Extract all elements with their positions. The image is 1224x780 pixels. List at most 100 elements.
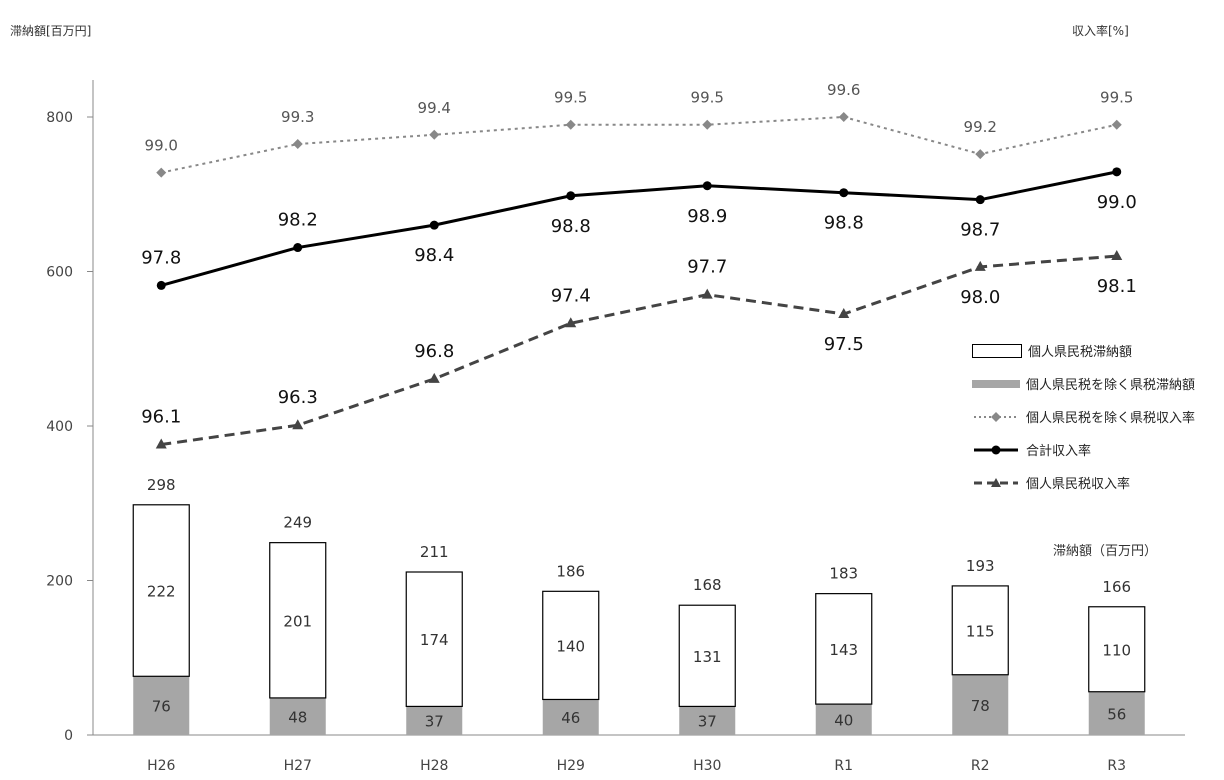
series-rate-label-2: 97.7 <box>687 257 727 278</box>
left-axis-label: 滞納額[百万円] <box>10 24 92 38</box>
bar-top-value: 174 <box>420 631 449 649</box>
bar-bottom-value: 46 <box>561 709 580 727</box>
series-rate-label-1: 98.8 <box>551 216 591 237</box>
bar-top-value: 140 <box>556 637 585 655</box>
series-rate-label-0: 99.0 <box>145 137 178 155</box>
bar-top <box>132 504 190 677</box>
legend-swatch-line-0 <box>974 411 1018 422</box>
y-tick-label: 400 <box>46 419 73 435</box>
series-rate-label-0: 99.5 <box>554 89 587 107</box>
x-tick-label: H27 <box>284 758 312 774</box>
bar-total-value: 166 <box>1102 578 1131 596</box>
series-point-2 <box>838 307 850 318</box>
bar-top-value: 143 <box>829 641 858 659</box>
legend-swatch-bottom-bar <box>972 379 1020 388</box>
y-tick-label: 600 <box>46 265 73 281</box>
bar-bottom <box>815 704 872 735</box>
series-rate-label-2: 97.4 <box>551 285 591 306</box>
bar-total-value: 298 <box>147 476 176 494</box>
series-point-2 <box>974 260 986 271</box>
series-point-1 <box>156 280 166 290</box>
bar-bottom <box>406 706 463 735</box>
bar-bottom <box>133 676 190 735</box>
series-rate-label-0: 99.6 <box>827 81 860 99</box>
legend-swatch-top-bar <box>972 343 1022 358</box>
series-point-0 <box>429 129 440 140</box>
legend-item-line-1: 合計収入率 <box>972 433 1195 466</box>
bar-top-value: 110 <box>1102 641 1131 659</box>
bar-total-value: 168 <box>693 576 722 594</box>
series-rate-label-2: 96.8 <box>414 341 454 362</box>
series-rate-label-1: 98.2 <box>278 210 318 231</box>
series-point-0 <box>292 139 303 150</box>
legend-item-line-2: 個人県民税収入率 <box>972 466 1195 499</box>
series-point-2 <box>155 438 167 449</box>
series-point-1 <box>429 220 439 230</box>
series-point-1 <box>1112 167 1122 177</box>
bar-total-value: 249 <box>283 514 312 532</box>
bar-bottom-value: 78 <box>971 697 990 715</box>
legend-swatch-line-1 <box>974 445 1018 454</box>
x-tick-label: H28 <box>420 758 448 774</box>
series-rate-label-1: 98.4 <box>414 245 454 266</box>
bar-bottom <box>952 674 1009 735</box>
bar-total-value: 193 <box>966 557 995 575</box>
series-rate-label-2: 96.3 <box>278 387 318 408</box>
x-tick-label: R3 <box>1107 758 1126 774</box>
bar-top <box>405 571 463 708</box>
bar-bottom-value: 76 <box>152 698 171 716</box>
series-rate-label-1: 98.9 <box>687 206 727 227</box>
y-tick-label: 200 <box>46 574 73 590</box>
bar-top-value: 131 <box>693 648 722 666</box>
series-point-0 <box>156 167 167 178</box>
series-point-2 <box>428 372 440 383</box>
series-point-2 <box>1111 250 1123 261</box>
series-point-0 <box>1111 119 1122 130</box>
series-rate-label-1: 98.8 <box>824 213 864 234</box>
series-point-1 <box>975 195 985 205</box>
series-point-0 <box>838 112 849 122</box>
bar-bottom-value: 40 <box>834 712 853 730</box>
right-axis-label: 収入率[%] <box>1072 24 1129 38</box>
bar-bottom <box>1088 691 1145 735</box>
series-point-1 <box>839 188 849 198</box>
bar-top <box>269 542 327 699</box>
bar-bottom-value: 37 <box>425 713 444 731</box>
series-point-2 <box>701 288 713 299</box>
legend-item-top-bar: 個人県民税滞納額 <box>972 334 1195 367</box>
bar-bottom <box>269 697 326 735</box>
bar-top-value: 222 <box>147 583 176 601</box>
series-rate-label-2: 97.5 <box>824 334 864 355</box>
series-line-0 <box>161 115 1117 174</box>
x-tick-label: H30 <box>693 758 721 774</box>
series-rate-label-0: 99.5 <box>691 89 724 107</box>
bar-bottom-value: 37 <box>698 713 717 731</box>
series-point-2 <box>565 317 577 328</box>
bar-bottom-value: 56 <box>1107 705 1126 723</box>
x-tick-label: R1 <box>834 758 853 774</box>
series-rate-label-0: 99.4 <box>418 99 451 117</box>
bar-bottom <box>679 706 736 735</box>
legend: 個人県民税滞納額 個人県民税を除く県税滞納額 個人県民税を除く県税収入率 合計収… <box>972 334 1195 499</box>
bar-top-value: 115 <box>966 622 995 640</box>
series-rate-label-2: 98.0 <box>960 287 1000 308</box>
bar-unit-note: 滞納額（百万円） <box>1053 544 1158 559</box>
legend-label-top-bar: 個人県民税滞納額 <box>1028 345 1133 360</box>
legend-label-line-2: 個人県民税収入率 <box>1026 477 1131 492</box>
series-point-0 <box>702 119 713 130</box>
bar-top <box>815 593 873 705</box>
legend-label-bottom-bar: 個人県民税を除く県税滞納額 <box>1026 378 1196 393</box>
series-point-1 <box>566 191 576 201</box>
series-rate-label-0: 99.2 <box>964 118 997 136</box>
x-tick-label: R2 <box>971 758 990 774</box>
x-tick-label: H29 <box>557 758 585 774</box>
series-rate-label-2: 98.1 <box>1097 276 1137 297</box>
bar-top <box>951 585 1009 676</box>
legend-item-bottom-bar: 個人県民税を除く県税滞納額 <box>972 367 1195 400</box>
series-point-1 <box>702 181 712 191</box>
bar-top-value: 201 <box>283 612 312 630</box>
bar-total-value: 186 <box>556 562 585 580</box>
series-line-1 <box>160 170 1118 287</box>
x-tick-label: H26 <box>147 758 175 774</box>
